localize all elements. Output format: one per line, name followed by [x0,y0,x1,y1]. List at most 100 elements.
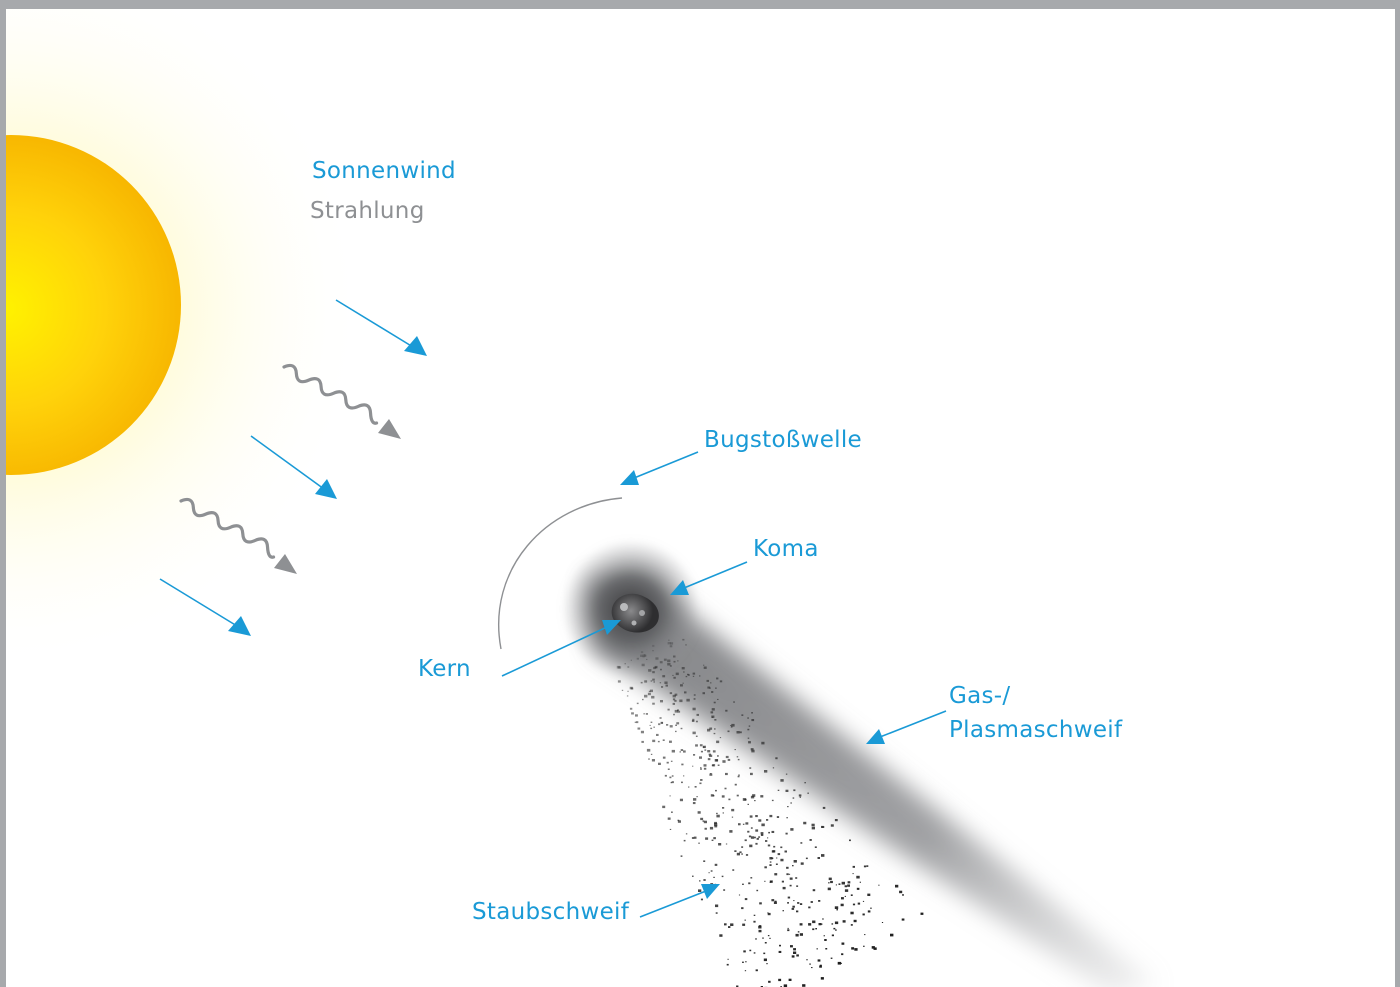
dust-particle [651,759,655,762]
dust-particle [844,889,849,892]
dust-particle [673,713,675,716]
dust-particle [727,758,731,761]
comet-diagram-canvas [6,9,1156,987]
dust-particle [716,812,718,815]
dust-particle [857,888,860,890]
dust-particle [683,671,685,673]
dust-particle [840,962,842,964]
dust-particle [630,687,634,690]
dust-particle [792,797,795,799]
arrowhead-icon [274,554,297,574]
dust-particle [671,775,674,777]
dust-particle [753,914,756,916]
dust-particle [793,900,795,902]
dust-particle [768,980,771,983]
dust-particle [719,680,723,683]
dust-particle [692,675,695,677]
dust-particle [742,883,744,885]
dust-particle [751,712,753,714]
dust-particle [866,865,869,867]
dust-particle [659,717,662,719]
dust-particle [687,673,689,676]
arrowhead-icon [670,580,689,595]
dust-particle [703,860,706,862]
coma-pointer [683,561,748,589]
dust-particle [700,768,702,770]
dust-particle [773,845,776,848]
dust-particle [850,894,853,896]
dust-particle [692,707,696,711]
gas-tail [591,579,1156,987]
dust-particle [760,834,764,836]
dust-particle [715,789,717,792]
dust-particle [781,880,784,883]
dust-particle [767,912,771,916]
dust-particle [850,911,854,915]
dust-particle [669,828,672,830]
dust-particle [771,850,775,853]
dust-particle [670,760,673,762]
dust-particle [676,722,680,725]
dust-particle [841,881,845,885]
dust-particle [646,748,651,752]
dust-particle [669,665,672,667]
dust-particle [767,912,769,914]
dust-particle [796,954,799,957]
dust-particle [767,844,771,847]
dust-particle [717,755,719,757]
dust-particle [753,952,756,954]
dust-particle [790,828,794,831]
solar-wind-arrow [159,578,238,627]
dust-particle [685,833,688,835]
dust-particle [769,864,772,866]
dust-particle [703,664,705,666]
dust-particle [714,728,716,730]
dust-particle [658,723,661,726]
dust-particle [725,709,728,712]
dust-particle [662,739,665,741]
dust-particle [841,942,845,945]
dust-particle [750,827,753,829]
sun [6,135,181,475]
dust-particle [695,744,698,747]
dust-particle [800,862,804,865]
dust-particle [699,744,703,747]
dust-particle [680,855,683,857]
dust-particle [710,870,713,872]
arrowhead-icon [228,616,251,636]
dust-particle [749,767,752,769]
dust-particle [810,901,813,903]
dust-particle [703,767,707,770]
dust-particle [703,666,707,669]
dust-particle [782,910,784,912]
dust-particle [669,692,673,695]
dust-particle [707,686,711,689]
dust-particle [763,958,767,962]
dust-particle [769,881,771,883]
dust-particle [881,922,884,923]
dust-particle [667,817,671,820]
dust-particle [796,910,799,913]
dust-particle [712,750,716,753]
dust-particle [771,899,775,902]
nucleus-pointer [501,626,608,677]
dust-particle [656,733,659,736]
dust-particle [833,927,836,930]
arrowhead-icon [866,729,885,744]
dust-particle [847,884,850,887]
dust-particle [693,798,697,801]
dust-particle [629,707,633,710]
dust-particle [777,853,781,856]
arrowhead-icon [315,479,337,499]
dust-particle [673,660,676,663]
dust-particle [745,854,749,856]
dust-particle [722,812,724,814]
dust-particle [819,965,822,968]
dust-particle [648,690,651,693]
radiation-wave [282,363,379,425]
dust-particle [669,740,672,743]
dust-particle [878,884,880,886]
dust-particle [799,903,803,905]
dust-particle [634,721,637,723]
dust-particle [703,879,706,881]
